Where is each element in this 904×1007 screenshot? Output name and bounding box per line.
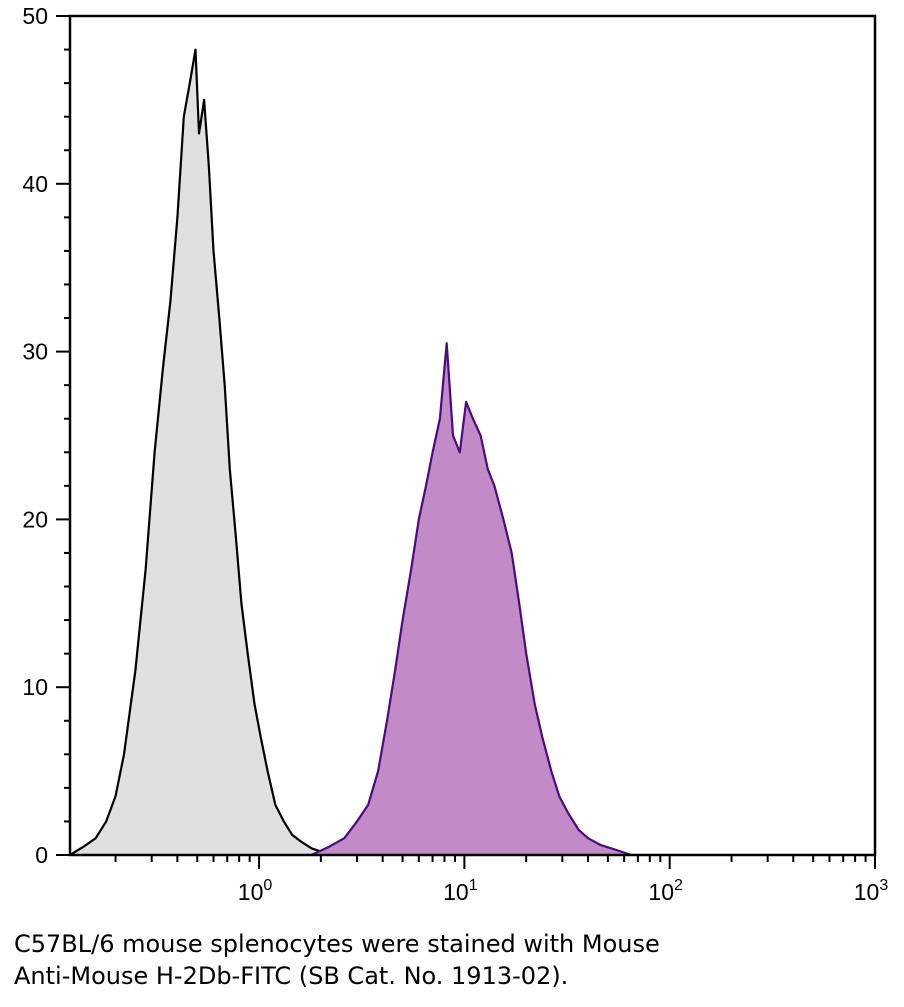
y-tick-label: 20 [22, 506, 48, 532]
x-axis: 100 101 102 103 [114, 855, 889, 905]
x-tick-label: 100 [238, 877, 273, 905]
caption-line-2: Anti-Mouse H-2Db-FITC (SB Cat. No. 1913-… [14, 962, 569, 990]
caption-line-1: C57BL/6 mouse splenocytes were stained w… [14, 930, 660, 958]
y-tick-label: 50 [22, 3, 48, 29]
x-tick-label: 102 [648, 877, 683, 905]
x-tick-label: 103 [854, 877, 889, 905]
y-tick-label: 0 [35, 842, 48, 868]
plot-frame [68, 14, 877, 857]
y-axis: 0 10 20 30 40 50 [22, 3, 70, 868]
series-2-area [311, 343, 632, 855]
y-tick-label: 10 [22, 674, 48, 700]
x-tick-label: 101 [443, 877, 478, 905]
y-tick-label: 40 [22, 171, 48, 197]
series-2-line [311, 342, 632, 857]
histogram-chart: 0 10 20 30 40 50 100 101 102 103 [22, 3, 889, 905]
series-1-area [70, 49, 330, 856]
y-tick-label: 30 [22, 339, 48, 365]
figure-caption: C57BL/6 mouse splenocytes were stained w… [14, 928, 894, 992]
histogram-series-layer [69, 48, 632, 857]
series-1-line [69, 48, 330, 857]
